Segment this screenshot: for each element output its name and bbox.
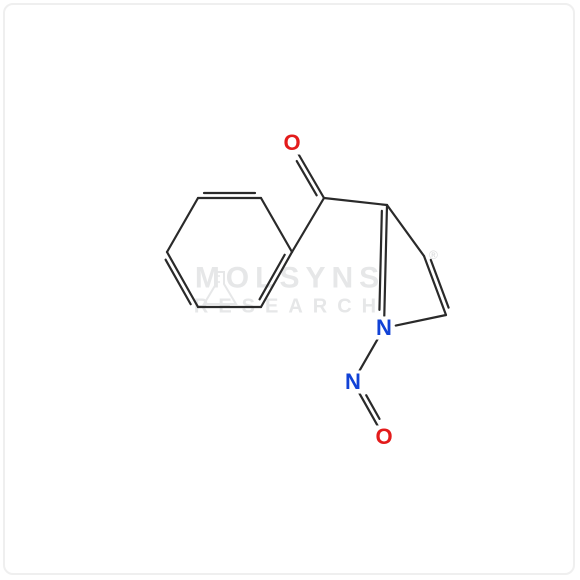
canvas: MOLSYNS RESEARCH ® ONNO — [0, 0, 580, 580]
flask-icon — [204, 272, 236, 304]
atom-label-o: O — [375, 424, 392, 450]
molecule-svg — [0, 0, 580, 580]
atom-label-o: O — [283, 130, 300, 156]
atom-label-n: N — [376, 315, 392, 341]
atom-label-n: N — [345, 369, 361, 395]
